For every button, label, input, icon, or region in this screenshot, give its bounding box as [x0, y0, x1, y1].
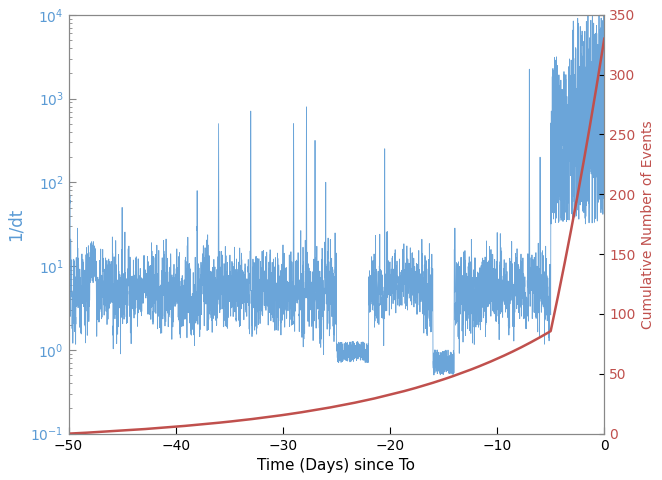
Y-axis label: 1/dt: 1/dt — [7, 207, 25, 241]
X-axis label: Time (Days) since To: Time (Days) since To — [258, 458, 415, 473]
Y-axis label: Cumulative Number of Events: Cumulative Number of Events — [641, 120, 655, 328]
